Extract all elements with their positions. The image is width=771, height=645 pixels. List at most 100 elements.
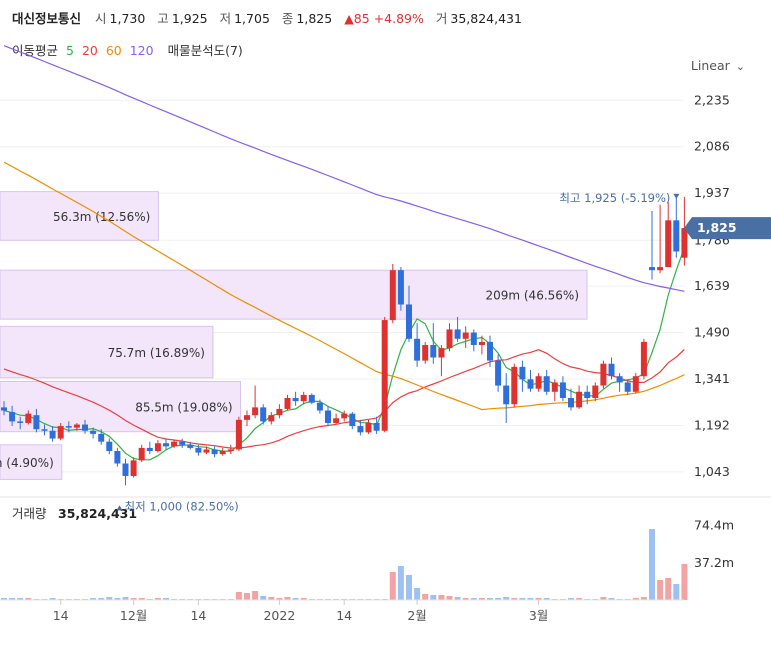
volume-bar xyxy=(397,566,404,600)
volume-bar xyxy=(430,595,437,600)
volume-bar xyxy=(260,596,267,600)
volume-bar xyxy=(462,598,469,600)
ma20-label: 20 xyxy=(81,43,98,58)
volume-profile-bar xyxy=(0,325,214,379)
candle-body xyxy=(41,429,48,431)
candle-body xyxy=(292,398,299,402)
volume-profile-bar xyxy=(0,191,159,241)
change-pct: +4.89% xyxy=(373,11,424,26)
max-price-marker: 최고 1,925 (-5.19%) xyxy=(559,191,670,205)
price-tick-label: 1,192 xyxy=(694,417,730,432)
candle-body xyxy=(519,366,526,380)
volume-label: 거 xyxy=(435,11,448,26)
high-label: 고 xyxy=(157,11,169,26)
candle-body xyxy=(673,220,680,252)
volume-bar xyxy=(600,597,607,600)
open-value: 1,730 xyxy=(109,11,146,26)
candle-body xyxy=(122,463,129,476)
stock-name: 대신정보통신 xyxy=(12,11,82,26)
volume-bar xyxy=(90,598,97,600)
volume-bar xyxy=(414,588,421,600)
volume-bar xyxy=(527,598,534,600)
candle-body xyxy=(219,451,226,455)
volume-bar xyxy=(25,598,32,600)
close-value: 1,825 xyxy=(296,11,333,26)
volume-profile-label: 209m (46.56%) xyxy=(485,289,579,303)
volume-bar xyxy=(657,580,664,600)
volume-bar xyxy=(9,598,16,600)
candle-body xyxy=(640,341,647,377)
candle-body xyxy=(503,385,510,405)
price-tick-label: 1,043 xyxy=(694,464,730,479)
volume-bar xyxy=(576,598,583,600)
candle-body xyxy=(430,345,437,358)
candle-body xyxy=(665,220,672,268)
candle-body xyxy=(649,267,655,271)
close-label: 종 xyxy=(281,11,294,26)
volume-bar xyxy=(681,564,688,600)
candle-body xyxy=(17,421,24,423)
candle-body xyxy=(195,447,202,453)
candle-body xyxy=(632,376,639,392)
candle-body xyxy=(438,348,445,358)
volume-bar xyxy=(154,598,161,600)
quote-header: 대신정보통신 시 1,730 고 1,925 저 1,705 종 1,825 ▲85 +… xyxy=(12,8,530,27)
candle-body xyxy=(551,382,558,392)
volume-profile-bar xyxy=(0,444,63,480)
scale-dropdown[interactable]: Linear ⌄ xyxy=(691,58,745,73)
candle-body xyxy=(65,426,72,428)
x-tick-label: 2월 xyxy=(407,608,426,623)
candle-body xyxy=(235,419,242,450)
min-marker-arrow-icon xyxy=(116,505,123,511)
candle-body xyxy=(584,391,591,399)
candle-body xyxy=(114,451,121,464)
candle-body xyxy=(568,398,574,408)
volume-bar xyxy=(389,572,396,600)
candle-body xyxy=(373,422,380,431)
candle-body xyxy=(138,447,145,461)
volume-bar xyxy=(478,598,485,600)
volume-bar xyxy=(487,598,493,600)
volume-bar xyxy=(535,598,542,600)
candle-body xyxy=(341,413,348,419)
volume-bar xyxy=(284,597,291,600)
candle-body xyxy=(316,402,323,411)
volume-bar xyxy=(673,584,680,600)
candle-body xyxy=(462,332,469,339)
candle-body xyxy=(535,376,542,389)
candle-body xyxy=(333,418,340,423)
volume-bar xyxy=(17,598,24,600)
volume-profile-bar xyxy=(0,269,588,320)
ma20-line xyxy=(3,349,685,449)
volume-bar xyxy=(632,598,639,600)
candle-body xyxy=(681,228,688,258)
candle-body xyxy=(146,447,153,452)
volume-bar xyxy=(252,591,259,600)
current-price-value: 1,825 xyxy=(697,220,737,235)
candle-body xyxy=(365,422,372,433)
volume-bar xyxy=(454,597,461,600)
ma60-label: 60 xyxy=(105,43,122,58)
ma-legend[interactable]: 이동평균 5 20 60 120 매물분석도(7) xyxy=(12,40,247,59)
volume-profile-label: 75.7m (16.89%) xyxy=(108,346,205,360)
candle-body xyxy=(357,426,364,433)
candle-body xyxy=(454,329,461,339)
current-price-tag xyxy=(684,217,771,240)
candle-body xyxy=(657,267,664,271)
candle-body xyxy=(187,444,194,448)
candle-body xyxy=(252,407,259,416)
candle-body xyxy=(349,413,356,427)
candle-body xyxy=(527,379,534,389)
ma5-label: 5 xyxy=(66,43,74,58)
x-tick-label: 14 xyxy=(190,608,206,623)
volume-profile-label: 85.5m (19.08%) xyxy=(135,401,232,415)
candle-body xyxy=(227,449,234,452)
candle-body xyxy=(163,443,169,447)
candle-body xyxy=(300,394,307,402)
candle-body xyxy=(90,430,97,434)
volume-bar xyxy=(608,598,615,600)
volume-bar xyxy=(640,597,647,600)
volume-bar xyxy=(665,578,672,600)
volume-bar xyxy=(235,592,242,600)
